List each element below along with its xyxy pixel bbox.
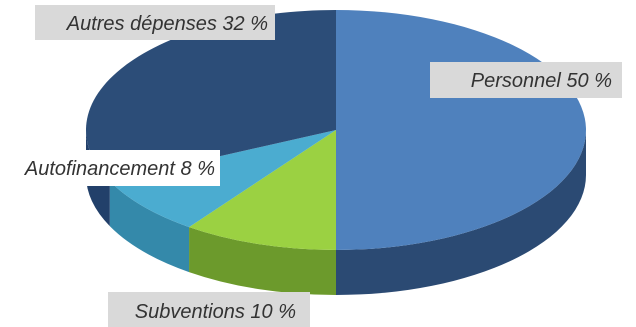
label-autres: Autres dépenses 32 % xyxy=(35,5,275,40)
label-box-personnel xyxy=(430,62,622,98)
slice-side-subventions xyxy=(189,227,336,295)
label-box-autres xyxy=(35,5,275,40)
label-box-autofinancement xyxy=(10,150,220,186)
label-box-subventions xyxy=(108,292,310,327)
slice-subventions xyxy=(189,130,336,250)
slice-side-autofinancement xyxy=(109,181,190,273)
slice-label-autofinancement: Autofinancement 8 % xyxy=(24,158,215,180)
slice-label-personnel: Personnel 50 % xyxy=(471,70,612,92)
slice-label-subventions: Subventions 10 % xyxy=(135,301,296,323)
pie-slices xyxy=(85,10,586,250)
slice-autofinancement xyxy=(109,130,336,228)
slice-label-autres: Autres dépenses 32 % xyxy=(66,13,268,35)
label-subventions: Subventions 10 % xyxy=(108,292,310,327)
slice-autres xyxy=(85,10,336,182)
label-autofinancement: Autofinancement 8 % xyxy=(10,150,220,186)
label-personnel: Personnel 50 % xyxy=(430,62,622,98)
slice-side-personnel xyxy=(336,130,586,295)
